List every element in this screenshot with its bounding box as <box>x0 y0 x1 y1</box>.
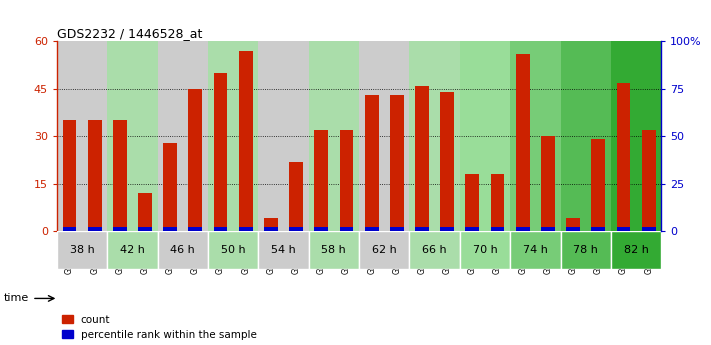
Bar <box>566 227 580 231</box>
Bar <box>535 41 560 231</box>
Bar <box>491 227 505 231</box>
Bar <box>239 227 252 231</box>
Bar <box>560 41 586 231</box>
Bar <box>460 41 485 231</box>
Bar <box>460 231 510 269</box>
Bar <box>586 41 611 231</box>
Text: 74 h: 74 h <box>523 245 547 255</box>
Bar <box>264 227 278 231</box>
Text: GDS2232 / 1446528_at: GDS2232 / 1446528_at <box>57 27 202 40</box>
Bar <box>188 227 203 231</box>
Bar <box>485 41 510 231</box>
Bar <box>541 227 555 231</box>
Bar <box>107 41 132 231</box>
Bar <box>365 227 378 231</box>
Bar <box>560 231 611 269</box>
Bar <box>515 54 530 231</box>
Bar <box>63 120 76 231</box>
Text: 38 h: 38 h <box>70 245 95 255</box>
Bar <box>390 227 404 231</box>
Text: 62 h: 62 h <box>372 245 397 255</box>
Bar <box>384 41 410 231</box>
Bar <box>239 51 252 231</box>
Bar <box>309 231 359 269</box>
Bar <box>611 231 661 269</box>
Text: 42 h: 42 h <box>120 245 145 255</box>
Bar <box>359 231 410 269</box>
Bar <box>636 41 661 231</box>
Bar <box>515 227 530 231</box>
Bar <box>410 231 460 269</box>
Bar <box>466 174 479 231</box>
Bar <box>434 41 460 231</box>
Legend: count, percentile rank within the sample: count, percentile rank within the sample <box>62 315 257 340</box>
Bar <box>616 227 631 231</box>
Bar <box>440 92 454 231</box>
Bar <box>57 231 107 269</box>
Text: 54 h: 54 h <box>271 245 296 255</box>
Bar <box>87 227 102 231</box>
Bar <box>158 231 208 269</box>
Text: 78 h: 78 h <box>573 245 598 255</box>
Bar <box>158 41 183 231</box>
Bar <box>289 161 303 231</box>
Bar <box>566 218 580 231</box>
Bar <box>309 41 334 231</box>
Text: time: time <box>4 294 29 303</box>
Bar <box>491 174 505 231</box>
Bar <box>213 227 228 231</box>
Bar <box>284 41 309 231</box>
Bar <box>365 95 378 231</box>
Bar <box>314 227 328 231</box>
Bar <box>415 227 429 231</box>
Bar <box>57 41 82 231</box>
Bar <box>340 227 353 231</box>
Bar <box>82 41 107 231</box>
Bar <box>188 89 203 231</box>
Bar <box>164 142 177 231</box>
Bar <box>510 231 560 269</box>
Text: 82 h: 82 h <box>624 245 648 255</box>
Bar <box>107 231 158 269</box>
Bar <box>138 227 152 231</box>
Bar <box>611 41 636 231</box>
Text: 46 h: 46 h <box>171 245 195 255</box>
Bar <box>541 136 555 231</box>
Bar <box>208 231 258 269</box>
Bar <box>410 41 434 231</box>
Bar <box>642 227 656 231</box>
Bar <box>642 130 656 231</box>
Bar <box>208 41 233 231</box>
Bar <box>592 139 605 231</box>
Bar <box>334 41 359 231</box>
Bar <box>466 227 479 231</box>
Bar <box>314 130 328 231</box>
Bar <box>264 218 278 231</box>
Bar <box>340 130 353 231</box>
Bar <box>510 41 535 231</box>
Bar <box>132 41 158 231</box>
Bar <box>440 227 454 231</box>
Bar <box>138 193 152 231</box>
Bar <box>164 227 177 231</box>
Bar <box>289 227 303 231</box>
Text: 66 h: 66 h <box>422 245 447 255</box>
Bar <box>258 231 309 269</box>
Bar <box>213 73 228 231</box>
Bar <box>415 86 429 231</box>
Bar <box>390 95 404 231</box>
Bar <box>616 82 631 231</box>
Text: 50 h: 50 h <box>221 245 245 255</box>
Bar <box>183 41 208 231</box>
Bar <box>233 41 258 231</box>
Bar <box>592 227 605 231</box>
Bar <box>258 41 284 231</box>
Bar <box>63 227 76 231</box>
Text: 58 h: 58 h <box>321 245 346 255</box>
Text: 70 h: 70 h <box>473 245 497 255</box>
Bar <box>113 120 127 231</box>
Bar <box>113 227 127 231</box>
Bar <box>359 41 384 231</box>
Bar <box>87 120 102 231</box>
